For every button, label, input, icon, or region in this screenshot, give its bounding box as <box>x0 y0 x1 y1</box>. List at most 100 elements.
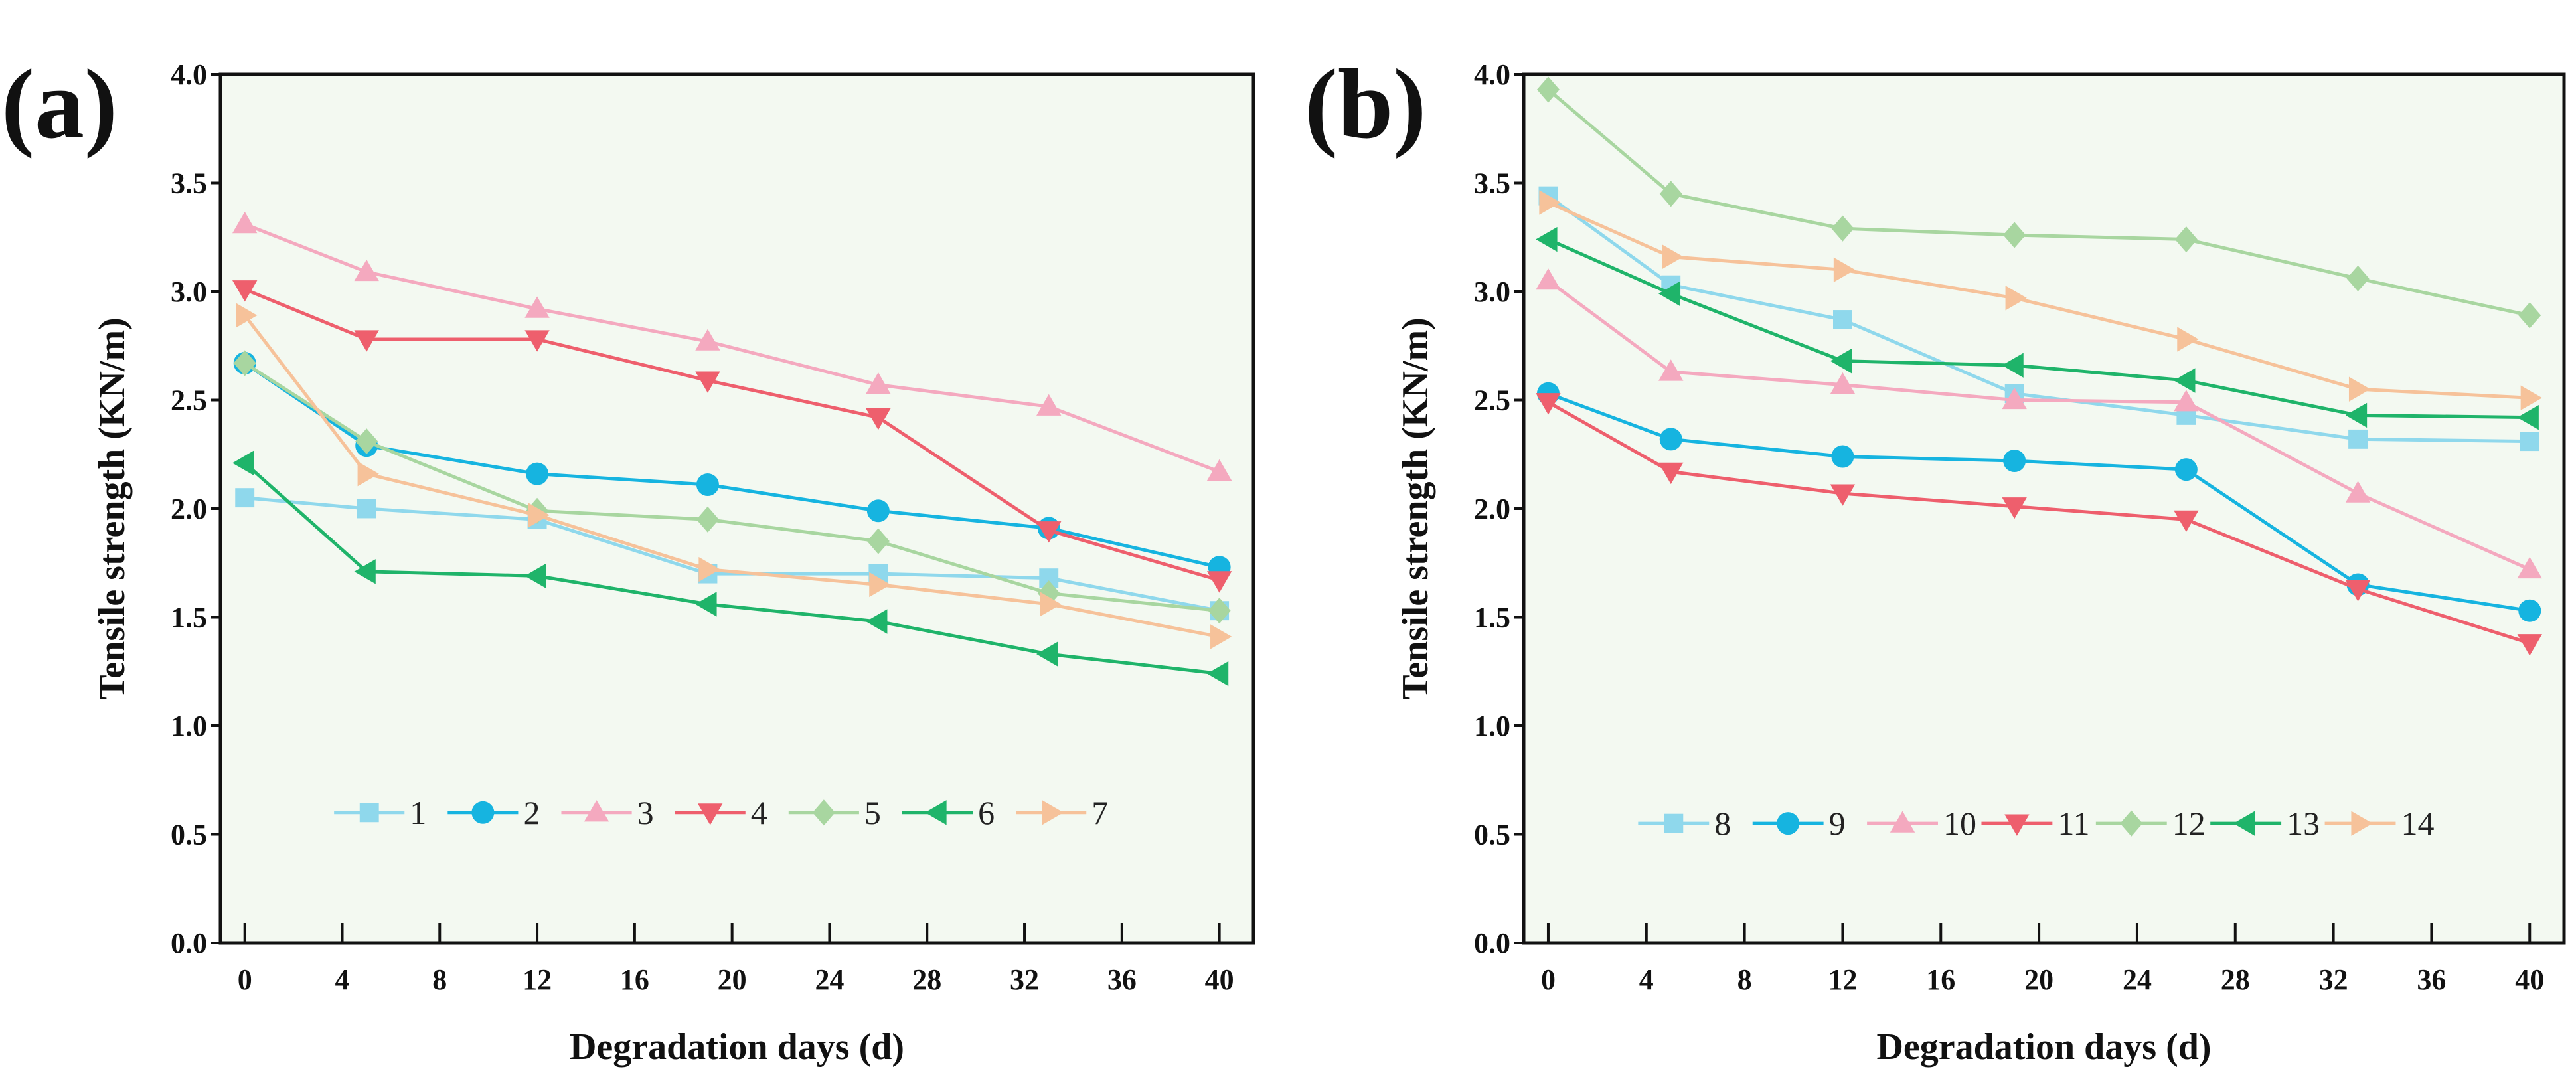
marker-triangle-right <box>236 303 258 328</box>
marker-triangle-right <box>1539 190 1561 215</box>
series-10 <box>1536 268 2542 579</box>
marker-circle <box>696 473 719 497</box>
marker-circle <box>2518 599 2541 622</box>
marker-diamond <box>812 799 835 826</box>
marker-triangle-right <box>2348 376 2371 402</box>
marker-diamond <box>2174 226 2198 253</box>
marker-triangle-right <box>528 503 550 528</box>
marker-triangle-down <box>2002 497 2027 519</box>
marker-triangle-right <box>1210 624 1232 649</box>
marker-triangle-up <box>2345 481 2371 503</box>
marker-triangle-up <box>866 372 891 394</box>
x-tick-label: 28 <box>2221 963 2250 996</box>
legend-label: 1 <box>410 794 426 831</box>
marker-square <box>1664 813 1684 833</box>
y-tick-label: 0.0 <box>1474 927 1510 959</box>
marker-triangle-right <box>2005 286 2027 311</box>
marker-triangle-left <box>2233 811 2255 836</box>
x-tick-label: 8 <box>1737 963 1752 996</box>
marker-triangle-up <box>2002 387 2027 410</box>
marker-triangle-down <box>2517 634 2542 656</box>
marker-circle <box>526 462 549 485</box>
x-tick-label: 40 <box>2515 963 2544 996</box>
marker-triangle-right <box>1833 257 1856 282</box>
marker-circle <box>1831 445 1854 468</box>
x-tick-label: 36 <box>1107 963 1137 996</box>
y-tick-label: 3.0 <box>1474 276 1510 308</box>
series-7 <box>236 303 1232 649</box>
marker-square <box>357 499 376 519</box>
marker-diamond <box>696 506 719 533</box>
marker-circle <box>2003 450 2026 473</box>
marker-triangle-right <box>1040 592 1062 617</box>
marker-triangle-down <box>1658 462 1684 485</box>
x-tick-label: 36 <box>2417 963 2446 996</box>
legend-label: 12 <box>2172 805 2206 842</box>
marker-triangle-down <box>232 280 258 302</box>
y-tick-label: 1.0 <box>1474 710 1510 742</box>
marker-square <box>1832 310 1852 329</box>
x-tick-label: 8 <box>432 963 447 996</box>
legend-label: 5 <box>864 794 881 831</box>
marker-circle <box>1659 428 1682 451</box>
y-tick-label: 2.0 <box>1474 493 1510 525</box>
marker-triangle-up <box>1830 372 1856 394</box>
y-tick-label: 4.0 <box>1474 58 1510 91</box>
panel-label: (b) <box>1305 49 1426 159</box>
series-13 <box>1536 226 2539 430</box>
panel-label: (a) <box>1 49 118 159</box>
marker-triangle-right <box>2177 327 2199 352</box>
marker-circle <box>1777 812 1800 835</box>
y-tick-label: 2.0 <box>171 493 207 525</box>
y-tick-label: 0.5 <box>171 819 207 851</box>
x-tick-label: 32 <box>2319 963 2348 996</box>
x-tick-label: 32 <box>1010 963 1039 996</box>
marker-diamond <box>1659 181 1682 207</box>
legend-label: 2 <box>523 794 540 831</box>
marker-diamond <box>2120 810 2143 837</box>
marker-triangle-down <box>1830 484 1856 506</box>
marker-square <box>2348 429 2368 449</box>
marker-triangle-up <box>1890 811 1915 833</box>
marker-triangle-right <box>357 461 379 487</box>
marker-triangle-up <box>2174 390 2199 412</box>
panel-a: (a)0.00.51.01.52.02.53.03.54.00 4 8 12 16 20 2… <box>1 49 1255 1068</box>
x-tick-label: 40 <box>1205 963 1234 996</box>
marker-circle <box>2174 458 2198 481</box>
x-axis-title: Degradation days (d) <box>570 1027 904 1068</box>
marker-triangle-down <box>1206 571 1232 593</box>
y-tick-label: 2.5 <box>1474 384 1510 417</box>
series-11 <box>1536 393 2542 656</box>
marker-triangle-up <box>354 259 379 282</box>
marker-triangle-down <box>354 330 379 352</box>
marker-triangle-down <box>2174 510 2199 533</box>
marker-triangle-up <box>2517 556 2542 579</box>
x-tick-label: 20 <box>718 963 747 996</box>
marker-triangle-right <box>1042 800 1064 825</box>
marker-triangle-left <box>1206 661 1229 687</box>
marker-triangle-down <box>695 371 720 393</box>
marker-triangle-left <box>232 450 254 476</box>
x-tick-label: 12 <box>523 963 552 996</box>
marker-triangle-left <box>524 563 546 589</box>
legend-label: 14 <box>2401 805 2434 842</box>
marker-triangle-down <box>524 330 550 352</box>
legend-label: 11 <box>2057 805 2089 842</box>
marker-square <box>2520 432 2539 452</box>
marker-triangle-left <box>866 609 888 634</box>
marker-triangle-left <box>2174 368 2196 393</box>
series-14 <box>1539 190 2542 410</box>
series-3 <box>232 211 1232 481</box>
legend: 1 2 3 4 5 6 7 <box>334 794 1108 831</box>
legend-label: 13 <box>2287 805 2320 842</box>
x-tick-label: 28 <box>912 963 941 996</box>
marker-diamond <box>233 350 256 376</box>
marker-diamond <box>1536 76 1560 103</box>
y-tick-label: 3.0 <box>171 276 207 308</box>
legend-label: 3 <box>637 794 654 831</box>
marker-triangle-right <box>869 572 891 598</box>
y-axis-title: Tensile strength (KN/m) <box>92 317 133 700</box>
marker-triangle-down <box>2345 580 2371 602</box>
x-tick-label: 16 <box>620 963 649 996</box>
